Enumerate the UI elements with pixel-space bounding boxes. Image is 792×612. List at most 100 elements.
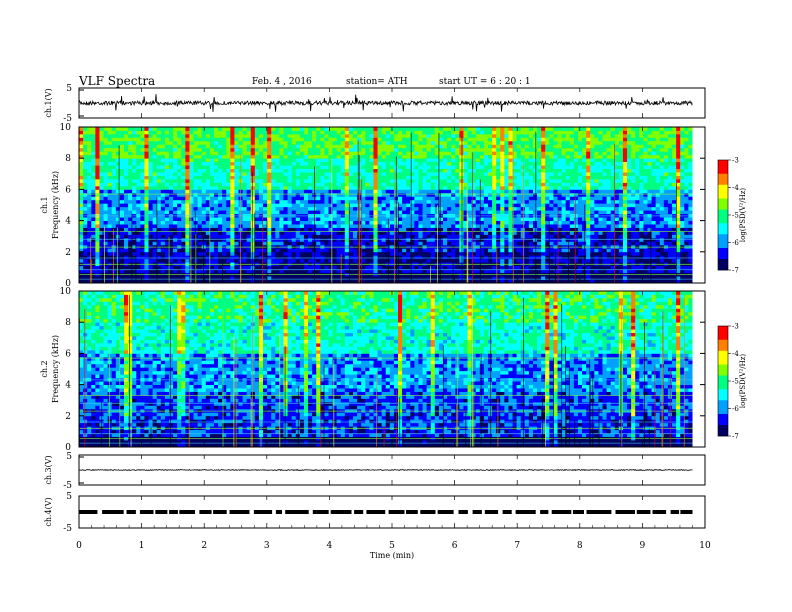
spectrogram-cell xyxy=(524,234,530,239)
spectrogram-cell xyxy=(426,192,432,197)
spectrogram-cell xyxy=(316,137,321,142)
spectrogram-cell xyxy=(487,182,493,187)
spectrogram-cell xyxy=(520,279,526,284)
spectrogram-cell xyxy=(258,248,264,253)
spectrogram-cell xyxy=(422,251,428,256)
spectrogram-cell xyxy=(295,237,301,242)
spectrogram-cell xyxy=(353,279,358,284)
spectrogram-cell xyxy=(512,227,518,232)
spectrogram-cell xyxy=(103,234,109,239)
spectrogram-cell xyxy=(308,258,313,263)
spectrogram-cell xyxy=(83,144,88,149)
spectrogram-cell xyxy=(463,224,469,228)
spectrogram-cell xyxy=(299,165,305,169)
spectrogram-cell xyxy=(320,130,325,135)
spectrogram-cell xyxy=(123,206,129,211)
spectrogram-cell xyxy=(152,196,158,201)
spectrogram-cell xyxy=(164,269,170,273)
spectrogram-cell xyxy=(377,227,383,232)
spectrogram-cell xyxy=(132,133,137,138)
spectrogram-cell xyxy=(238,151,244,156)
spectrogram-cell xyxy=(438,234,444,239)
spectrogram-cell xyxy=(144,199,150,204)
spectrogram-cell xyxy=(496,258,501,263)
spectrogram-cell xyxy=(246,258,252,263)
spectrogram-cell xyxy=(156,185,162,190)
spectrogram-cell xyxy=(410,276,415,280)
spectrogram-cell xyxy=(336,137,342,142)
spectrogram-cell xyxy=(524,137,530,142)
spectrogram-cell xyxy=(209,179,215,183)
spectrogram-cell xyxy=(242,241,248,246)
spectrogram-cell xyxy=(308,189,313,194)
spectrogram-cell xyxy=(95,179,101,183)
spectrogram-cell xyxy=(377,133,383,138)
spectrogram-cell xyxy=(365,276,370,280)
spectrogram-cell xyxy=(365,158,370,163)
spectrogram-cell xyxy=(438,154,444,159)
spectrogram-cell xyxy=(340,220,346,225)
spectrogram-cell xyxy=(128,251,133,256)
spectrogram-cell xyxy=(385,144,391,149)
spectrogram-cell xyxy=(508,140,514,145)
spectrogram-cell xyxy=(308,196,313,201)
spectrogram-cell xyxy=(226,172,231,176)
spectrogram-cell xyxy=(373,276,379,280)
spectrogram-cell xyxy=(99,199,105,204)
spectrogram-cell xyxy=(271,234,276,239)
spectrogram-cell xyxy=(443,147,448,152)
spectrogram-cell xyxy=(496,224,501,228)
spectrogram-cell xyxy=(185,269,191,273)
spectrogram-cell xyxy=(344,158,350,163)
spectrogram-cell xyxy=(95,224,101,228)
spectrogram-cell xyxy=(177,258,182,263)
spectrogram-cell xyxy=(115,165,121,169)
spectrogram-cell xyxy=(418,185,424,190)
spectrogram-cell xyxy=(451,220,456,225)
spectrogram-cell xyxy=(463,203,469,208)
spectrogram-cell xyxy=(373,241,379,246)
spectrogram-cell xyxy=(365,241,370,246)
spectrogram-cell xyxy=(267,276,272,280)
spectrogram-cell xyxy=(275,196,280,201)
spectrogram-cell xyxy=(303,217,309,221)
spectrogram-cell xyxy=(512,182,518,187)
spectrogram-cell xyxy=(496,199,501,204)
spectrogram-cell xyxy=(406,151,411,156)
spectrogram-cell xyxy=(365,127,370,131)
spectrogram-cell xyxy=(447,217,452,221)
spectrogram-cell xyxy=(79,133,84,138)
spectrogram-cell xyxy=(144,147,150,152)
spectrogram-cell xyxy=(299,182,305,187)
spectrogram-cell xyxy=(140,127,146,131)
spectrogram-cell xyxy=(389,227,395,232)
spectrogram-cell xyxy=(524,265,530,270)
spectrogram-cell xyxy=(144,140,150,145)
spectrogram-cell xyxy=(324,206,330,211)
spectrogram-cell xyxy=(213,168,219,173)
spectrogram-cell xyxy=(242,147,248,152)
spectrogram-cell xyxy=(222,255,227,260)
spectrogram-cell xyxy=(250,154,256,159)
spectrogram-cell xyxy=(320,199,325,204)
spectrogram-cell xyxy=(193,140,199,145)
spectrogram-cell xyxy=(406,196,411,201)
spectrogram-cell xyxy=(128,185,133,190)
spectrogram-cell xyxy=(226,140,231,145)
spectrogram-cell xyxy=(369,189,375,194)
spectrogram-cell xyxy=(201,248,207,253)
spectrogram-cell xyxy=(303,140,309,145)
spectrogram-cell xyxy=(402,227,407,232)
spectrogram-cell xyxy=(271,199,276,204)
spectrogram-cell xyxy=(156,130,162,135)
spectrogram-cell xyxy=(140,185,146,190)
spectrogram-cell xyxy=(250,127,256,131)
spectrogram-cell xyxy=(263,258,268,263)
spectrogram-cell xyxy=(398,192,403,197)
spectrogram-cell xyxy=(140,217,146,221)
spectrogram-cell xyxy=(222,192,227,197)
spectrogram-cell xyxy=(209,227,215,232)
spectrogram-cell xyxy=(516,258,522,263)
spectrogram-cell xyxy=(258,158,264,163)
spectrogram-cell xyxy=(455,147,460,152)
